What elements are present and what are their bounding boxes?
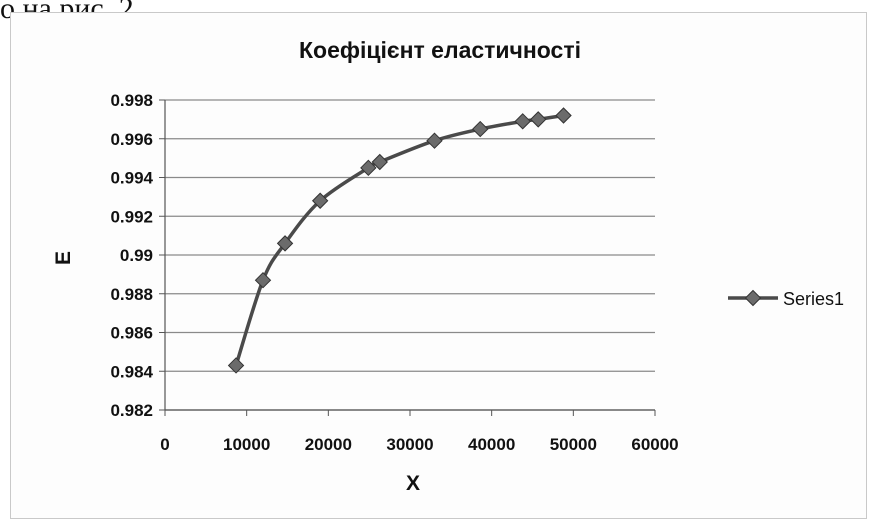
y-axis-title: E xyxy=(52,251,75,265)
data-point xyxy=(360,159,377,177)
chart-title: Коефіцієнт еластичності xyxy=(299,37,581,63)
axes xyxy=(159,99,656,416)
x-tick-label: 20000 xyxy=(305,435,352,454)
y-tick-label: 0.988 xyxy=(110,285,153,304)
chart-frame xyxy=(10,12,867,519)
legend-marker xyxy=(744,289,762,307)
x-axis-title: X xyxy=(406,472,420,495)
y-tick-label: 0.986 xyxy=(110,324,153,343)
legend-label: Series1 xyxy=(783,289,844,309)
data-point xyxy=(472,120,489,138)
gridlines xyxy=(165,99,655,411)
x-tick-label: 0 xyxy=(160,435,169,454)
x-tick-label: 10000 xyxy=(223,435,270,454)
y-tick-label: 0.996 xyxy=(110,130,153,149)
legend: Series1 xyxy=(728,289,844,309)
y-tick-label: 0.982 xyxy=(110,401,153,420)
y-tick-label: 0.992 xyxy=(110,207,153,226)
data-point xyxy=(254,271,272,289)
data-point xyxy=(426,132,443,149)
y-tick-label: 0.998 xyxy=(110,91,153,110)
x-tick-label: 60000 xyxy=(631,435,678,454)
data-point xyxy=(555,107,572,124)
data-point xyxy=(514,113,531,130)
y-tick-labels: 0.982 0.984 0.986 0.988 0.99 0.992 0.994 0.996 0… xyxy=(110,91,153,420)
data-point xyxy=(371,153,388,171)
x-tick-label: 30000 xyxy=(386,435,433,454)
x-tick-label: 50000 xyxy=(550,435,597,454)
data-point xyxy=(530,111,547,128)
x-tick-label: 40000 xyxy=(468,435,515,454)
data-point xyxy=(276,235,294,252)
data-point xyxy=(311,192,329,209)
y-tick-label: 0.984 xyxy=(110,362,153,381)
x-tick-labels: 0 10000 20000 30000 40000 50000 60000 xyxy=(160,435,678,454)
series-group xyxy=(227,107,572,374)
y-tick-label: 0.994 xyxy=(110,169,153,188)
data-point xyxy=(227,357,245,374)
y-tick-label: 0.99 xyxy=(120,246,153,265)
